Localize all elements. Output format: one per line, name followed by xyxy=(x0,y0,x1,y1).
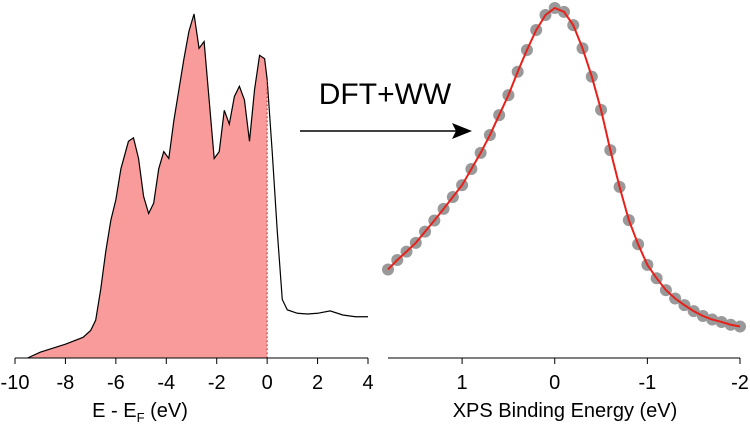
arrow-head xyxy=(452,123,472,139)
x-axis-label-subscript: F xyxy=(137,410,145,425)
x-axis-label: E - EF (eV) xyxy=(92,400,188,425)
annotation: DFT+WW xyxy=(319,78,452,111)
x-tick-label: 2 xyxy=(312,372,323,394)
x-tick-label: 1 xyxy=(457,372,468,394)
filled-area xyxy=(27,14,268,358)
x-axis-label-main: E - E xyxy=(92,400,136,422)
x-axis-label-unit: (eV) xyxy=(145,400,188,422)
x-tick-label: 0 xyxy=(549,372,560,394)
x-tick-label: -2 xyxy=(731,372,749,394)
x-tick-label: 0 xyxy=(262,372,273,394)
x-tick-label: -8 xyxy=(57,372,75,394)
x-tick-label: -10 xyxy=(1,372,30,394)
data-points xyxy=(382,2,746,333)
fit-line xyxy=(387,6,741,328)
x-axis-label: XPS Binding Energy (eV) xyxy=(453,400,678,422)
x-tick-label: -6 xyxy=(107,372,125,394)
dos-line xyxy=(27,13,368,359)
x-tick-label: 4 xyxy=(362,372,373,394)
x-tick-label: -2 xyxy=(208,372,226,394)
x-tick-label: -1 xyxy=(638,372,656,394)
x-tick-label: -4 xyxy=(157,372,175,394)
